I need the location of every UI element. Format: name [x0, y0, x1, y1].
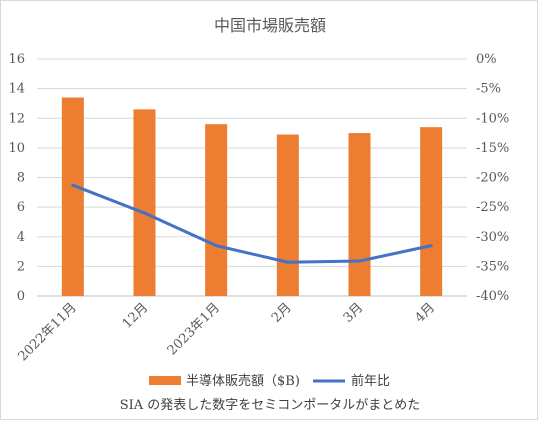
right-axis: 0% -5% -10% -15% -20% -25% -30% -35% -40% — [476, 52, 509, 304]
line-series — [71, 183, 433, 264]
legend-label-line: 前年比 — [351, 373, 390, 389]
right-tick-label: -15% — [476, 141, 509, 156]
chart-title: 中国市場販売額 — [214, 16, 326, 35]
bar — [276, 134, 299, 296]
category-label: 2023年1月 — [165, 300, 223, 358]
left-tick-label: 4 — [17, 230, 25, 245]
left-tick-label: 10 — [8, 141, 25, 156]
right-tick-label: -10% — [476, 111, 509, 126]
category-label: 3月 — [341, 300, 367, 326]
category-label: 4月 — [412, 300, 438, 326]
right-tick-label: -30% — [476, 230, 509, 245]
line-point — [429, 244, 433, 248]
bar — [205, 124, 228, 296]
line-path — [72, 183, 432, 264]
footnote: SIA の発表した数字をセミコンポータルがまとめた — [120, 398, 421, 413]
right-tick-label: -20% — [476, 171, 509, 186]
category-label: 2月 — [269, 300, 295, 326]
grid-layer — [37, 58, 467, 297]
right-tick-label: -5% — [476, 82, 501, 97]
legend-swatch-bar — [149, 376, 181, 385]
line-point — [286, 260, 290, 264]
category-axis: 2022年11月 12月 2023年1月 2月 3月 4月 — [16, 300, 438, 364]
left-axis: 0 2 4 6 8 10 12 14 16 — [8, 52, 25, 304]
bar — [420, 127, 443, 296]
right-tick-label: -40% — [476, 289, 509, 304]
bar — [133, 109, 156, 296]
category-label: 12月 — [120, 300, 151, 331]
left-tick-label: 6 — [17, 200, 25, 215]
right-tick-label: 0% — [476, 52, 497, 67]
bar — [348, 133, 371, 296]
left-tick-label: 0 — [17, 289, 25, 304]
line-point — [71, 183, 75, 187]
right-tick-label: -25% — [476, 200, 509, 215]
line-point — [358, 259, 361, 263]
left-tick-label: 8 — [17, 171, 25, 186]
bar-series — [61, 97, 443, 296]
line-point — [214, 244, 218, 248]
category-label: 2022年11月 — [16, 300, 80, 364]
left-tick-label: 16 — [8, 52, 25, 67]
bar — [61, 97, 84, 296]
legend-label-bar: 半導体販売額（$B) — [186, 373, 300, 389]
left-tick-label: 2 — [17, 259, 25, 274]
left-tick-label: 12 — [8, 111, 25, 126]
legend: 半導体販売額（$B) 前年比 — [149, 373, 390, 389]
line-point — [143, 211, 146, 215]
right-tick-label: -35% — [476, 259, 509, 274]
left-tick-label: 14 — [8, 82, 25, 97]
